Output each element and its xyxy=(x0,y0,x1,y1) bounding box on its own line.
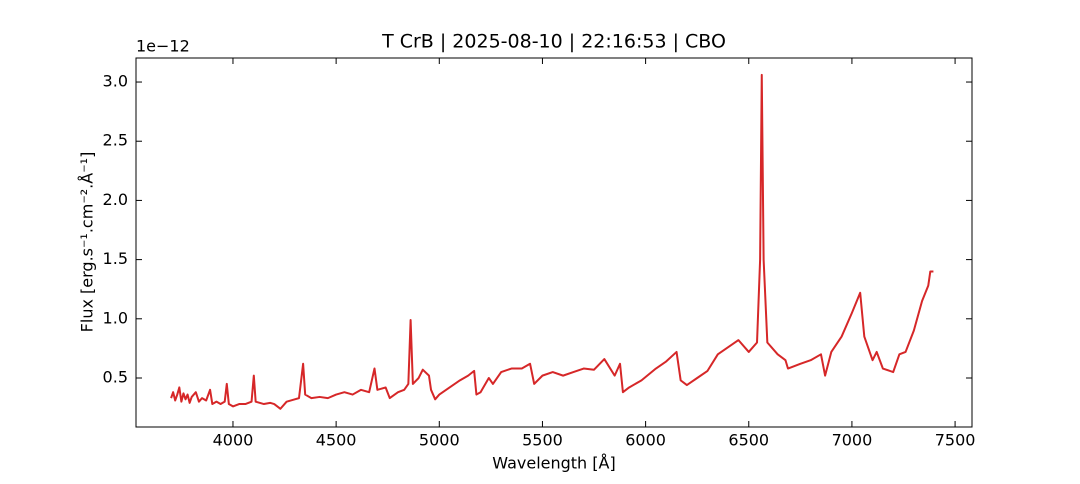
y-tick-label: 3.0 xyxy=(103,72,128,91)
x-tick-label: 6000 xyxy=(625,431,666,450)
y-axis-label: Flux [erg.s⁻¹.cm⁻².Å⁻¹] xyxy=(78,152,97,333)
chart-title: T CrB | 2025-08-10 | 22:16:53 | CBO xyxy=(381,31,726,53)
axes-frame xyxy=(135,57,973,428)
x-tick-label: 7000 xyxy=(832,431,873,450)
spectrum-line xyxy=(170,73,934,410)
x-tick-label: 4500 xyxy=(316,431,357,450)
x-tick-label: 6500 xyxy=(728,431,769,450)
y-tick-label: 2.0 xyxy=(103,190,128,209)
x-tick-label: 5000 xyxy=(419,431,460,450)
y-tick-label: 1.5 xyxy=(103,249,128,268)
x-axis-label: Wavelength [Å] xyxy=(492,454,615,473)
x-tick-label: 5500 xyxy=(522,431,563,450)
x-tick-label: 4000 xyxy=(213,431,254,450)
y-tick-label: 2.5 xyxy=(103,131,128,150)
y-tick-label: 0.5 xyxy=(103,367,128,386)
x-tick-label: 7500 xyxy=(935,431,976,450)
y-tick-label: 1.0 xyxy=(103,308,128,327)
offset-label: 1e−12 xyxy=(136,37,190,56)
